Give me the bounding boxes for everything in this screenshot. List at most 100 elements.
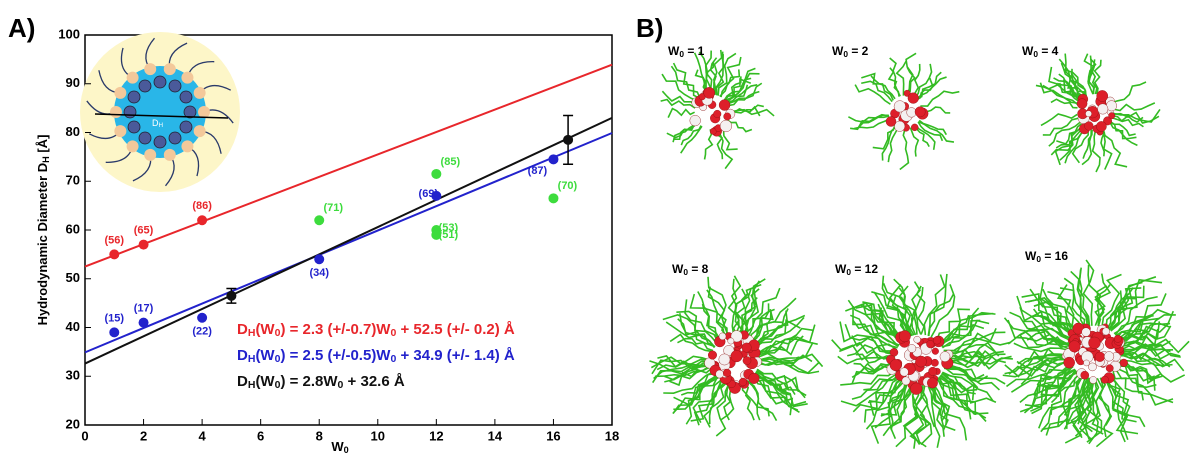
equation-sub: H (248, 379, 256, 391)
surfactant-tail (1103, 376, 1129, 443)
water-atom (911, 123, 919, 132)
snapshot-label-part: = 12 (851, 262, 878, 276)
surfactant-tail (680, 372, 716, 396)
inset-ion (138, 131, 152, 145)
surfactant-tail (941, 372, 976, 395)
surfactant-tail (1109, 121, 1138, 147)
inset-ion (127, 90, 141, 104)
water-atom (910, 382, 923, 395)
surfactant-tail (1112, 108, 1161, 123)
surfactant-tail (739, 297, 758, 337)
surfactant-tail (1059, 287, 1086, 329)
equation-sub: H (248, 353, 256, 365)
water-atom (931, 347, 939, 355)
surfactant-tail (1108, 281, 1143, 331)
panel-label: A) (8, 13, 35, 43)
surfactant-tail (654, 363, 712, 378)
surfactant-tail (911, 63, 921, 98)
surfactant-tail (751, 297, 797, 344)
surfactant-tail (1112, 114, 1144, 124)
surfactant-tail (870, 75, 896, 100)
surfactant-tail (872, 124, 896, 150)
water-atom (901, 376, 911, 386)
surfactant-tail (944, 337, 1012, 355)
surfactant-tail (840, 368, 897, 386)
surfactant-tail (670, 65, 702, 100)
water-atom (927, 377, 938, 389)
surfactant-tail (1110, 285, 1145, 332)
surfactant-tail (944, 343, 995, 357)
surfactant-tail (742, 381, 755, 421)
inset-head (110, 106, 122, 118)
surfactant-tail (1056, 284, 1084, 330)
y-axis-label-part: Hydrodynamic Diameter D (35, 163, 50, 326)
inset-ion (179, 90, 193, 104)
equation: DH(W0) = 2.3 (+/-0.7)W0 + 52.5 (+/- 0.2)… (237, 321, 515, 339)
surfactant-tail (753, 308, 789, 346)
surfactant-tail (660, 98, 696, 109)
snapshot-label-part: = 1 (684, 44, 705, 58)
snapshot-label-part: W (832, 44, 844, 58)
inset-head (114, 125, 127, 138)
surfactant-tail (1056, 82, 1083, 101)
surfactant-tail (1063, 277, 1086, 328)
snapshot-label-sub: 0 (1033, 49, 1038, 59)
water-atom (928, 366, 938, 376)
surfactant-tail (888, 284, 912, 337)
point-label: (22) (192, 326, 212, 338)
surfactant-tail (939, 312, 994, 345)
water-atom (742, 356, 752, 365)
y-tick-label: 50 (66, 270, 80, 285)
data-point (138, 317, 149, 328)
surfactant-tail (889, 383, 912, 440)
surfactant-tail (837, 355, 895, 365)
surfactant-tail (1035, 84, 1080, 105)
surfactant-tail (902, 384, 918, 449)
equation-part: D (237, 321, 248, 338)
equation-part: (W (255, 321, 275, 338)
surfactant-tail (1094, 285, 1108, 327)
y-tick-label: 20 (66, 416, 80, 431)
surfactant-tail (1048, 66, 1082, 102)
y-tick-label: 60 (66, 221, 80, 236)
equation-part: (W (255, 347, 275, 364)
surfactant-tail (1083, 53, 1096, 95)
surfactant-tail (685, 376, 719, 425)
inset-ion (123, 105, 137, 119)
water-atom (1094, 351, 1105, 362)
water-atom (1068, 340, 1081, 353)
surfactant-tail (1098, 377, 1113, 426)
surfactant-tail (664, 362, 712, 381)
surfactant-tail (1102, 127, 1128, 168)
surfactant-tail (1042, 288, 1080, 332)
water-atom (913, 335, 921, 344)
surfactant-tail (665, 321, 716, 348)
snapshot-label-part: = 2 (848, 44, 869, 58)
x-axis-label-sub: 0 (344, 445, 349, 455)
surfactant-tail (741, 288, 760, 338)
surfactant-tail (1119, 321, 1161, 345)
surfactant-tail (1047, 290, 1081, 331)
water-atom (1102, 327, 1110, 336)
x-axis-label-part: W (331, 439, 344, 454)
equation-part: + 52.5 (+/- 0.2) Å (396, 321, 515, 338)
surfactant-tail (703, 129, 714, 160)
surfactant-tail (1050, 98, 1078, 109)
water-atom (748, 372, 760, 384)
water-atom (1108, 112, 1116, 120)
surfactant-tail (1017, 355, 1070, 365)
surfactant-tail (840, 372, 899, 407)
surfactant-tail (755, 371, 796, 395)
surfactant-tail (729, 104, 764, 114)
surfactant-tail (1036, 363, 1073, 386)
surfactant-tail (679, 313, 716, 348)
snapshot-label-sub: 0 (679, 49, 684, 59)
surfactant-tail (1054, 125, 1084, 166)
water-atom (718, 99, 731, 111)
surfactant-tail (913, 63, 933, 99)
data-point (563, 134, 574, 145)
x-tick-label: 14 (488, 428, 503, 443)
y-tick-label: 90 (66, 75, 80, 90)
equation-sub: H (248, 327, 256, 339)
surfactant-tail (1064, 53, 1087, 97)
